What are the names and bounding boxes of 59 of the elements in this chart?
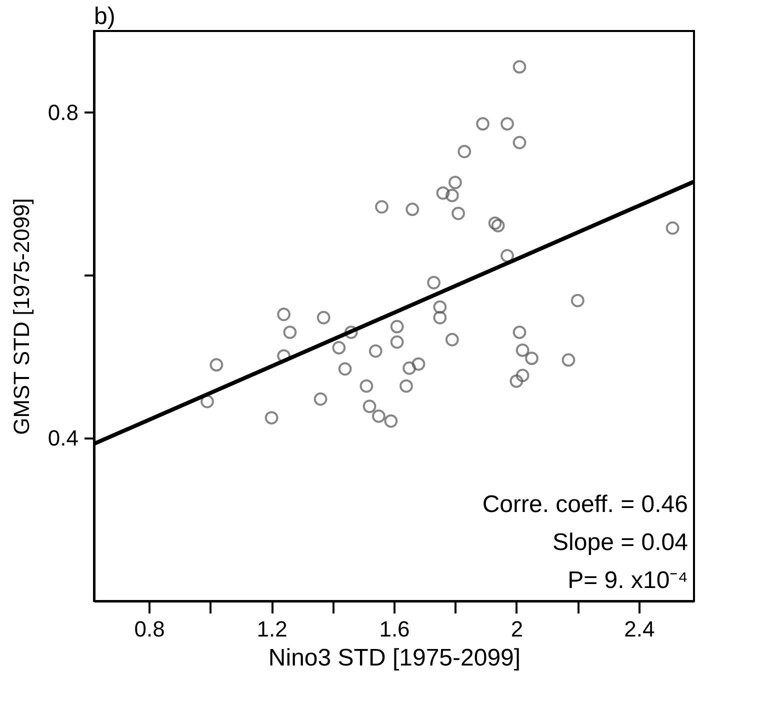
point (448, 176, 462, 190)
point (452, 206, 465, 220)
point (488, 216, 502, 230)
point (338, 362, 352, 376)
point (433, 310, 447, 324)
point (525, 352, 538, 366)
point (332, 341, 346, 354)
point (476, 117, 490, 131)
point (516, 368, 530, 382)
point (314, 392, 328, 406)
point (402, 361, 416, 375)
point (283, 326, 297, 339)
point (390, 320, 404, 334)
point (316, 310, 330, 324)
point (512, 60, 526, 74)
point (458, 144, 472, 158)
point (412, 357, 426, 371)
point (210, 358, 224, 372)
x-tick-label: 2 (510, 616, 524, 642)
y-tick-label: 0.4 (48, 426, 78, 451)
x-tick-label: 2.4 (624, 616, 655, 642)
point (200, 394, 214, 408)
point (390, 335, 404, 349)
point (384, 414, 398, 428)
point (516, 344, 530, 357)
point (360, 379, 374, 393)
point (562, 353, 576, 367)
point (500, 249, 514, 262)
point (362, 400, 376, 414)
point (400, 379, 413, 393)
point (264, 411, 278, 424)
point (445, 332, 459, 346)
annotation: Slope = 0.04 (552, 529, 688, 556)
chart-title: b) (94, 3, 116, 30)
point (277, 308, 290, 322)
point (445, 188, 459, 202)
point (500, 117, 514, 131)
point (510, 374, 524, 388)
point (433, 300, 447, 314)
point (666, 221, 680, 235)
point (368, 344, 382, 358)
point (491, 218, 505, 232)
point (375, 200, 388, 214)
x-tick-label: 1.6 (379, 616, 410, 642)
point (512, 326, 526, 339)
point (512, 136, 526, 150)
point (570, 294, 584, 308)
point (406, 202, 420, 216)
x-tick-label: 0.8 (134, 616, 165, 642)
annotation: Corre. coeff. = 0.46 (482, 491, 688, 518)
point (277, 349, 290, 363)
y-axis-title: GMST STD [1975-2099] (8, 198, 34, 435)
point (372, 409, 386, 423)
point (427, 276, 440, 290)
annotation: P= 9. x10⁻⁴ (568, 567, 688, 594)
x-tick-label: 1.2 (256, 616, 288, 642)
point (436, 186, 450, 200)
point (344, 326, 358, 339)
x-axis-title: Nino3 STD [1975-2099] (268, 644, 521, 672)
